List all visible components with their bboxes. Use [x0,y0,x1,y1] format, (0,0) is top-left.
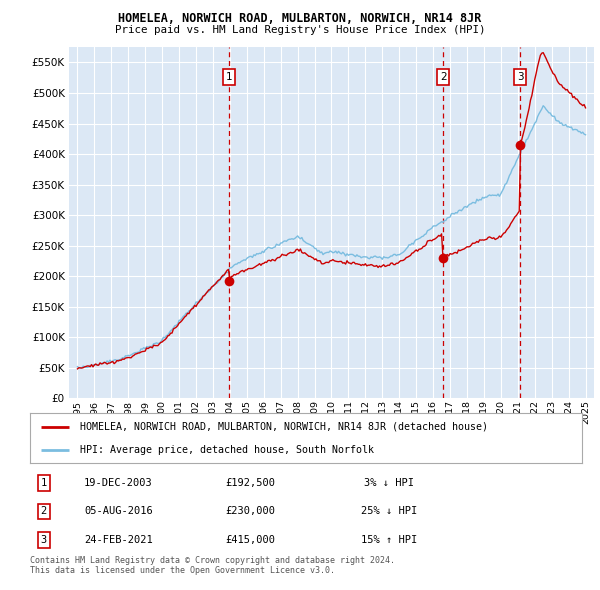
Text: £230,000: £230,000 [226,506,276,516]
Text: 2: 2 [440,72,446,82]
Text: 05-AUG-2016: 05-AUG-2016 [84,506,152,516]
Text: 25% ↓ HPI: 25% ↓ HPI [361,506,417,516]
Text: 24-FEB-2021: 24-FEB-2021 [84,535,152,545]
Text: Price paid vs. HM Land Registry's House Price Index (HPI): Price paid vs. HM Land Registry's House … [115,25,485,35]
Text: 2: 2 [41,506,47,516]
Text: 3% ↓ HPI: 3% ↓ HPI [364,478,414,488]
Text: 19-DEC-2003: 19-DEC-2003 [84,478,152,488]
Text: 1: 1 [226,72,233,82]
Text: HPI: Average price, detached house, South Norfolk: HPI: Average price, detached house, Sout… [80,445,374,455]
Text: £192,500: £192,500 [226,478,276,488]
Text: 3: 3 [41,535,47,545]
Text: HOMELEA, NORWICH ROAD, MULBARTON, NORWICH, NR14 8JR: HOMELEA, NORWICH ROAD, MULBARTON, NORWIC… [118,12,482,25]
Text: HOMELEA, NORWICH ROAD, MULBARTON, NORWICH, NR14 8JR (detached house): HOMELEA, NORWICH ROAD, MULBARTON, NORWIC… [80,421,488,431]
Text: 1: 1 [41,478,47,488]
Text: 3: 3 [517,72,524,82]
Text: Contains HM Land Registry data © Crown copyright and database right 2024.
This d: Contains HM Land Registry data © Crown c… [30,556,395,575]
Text: 15% ↑ HPI: 15% ↑ HPI [361,535,417,545]
Text: £415,000: £415,000 [226,535,276,545]
